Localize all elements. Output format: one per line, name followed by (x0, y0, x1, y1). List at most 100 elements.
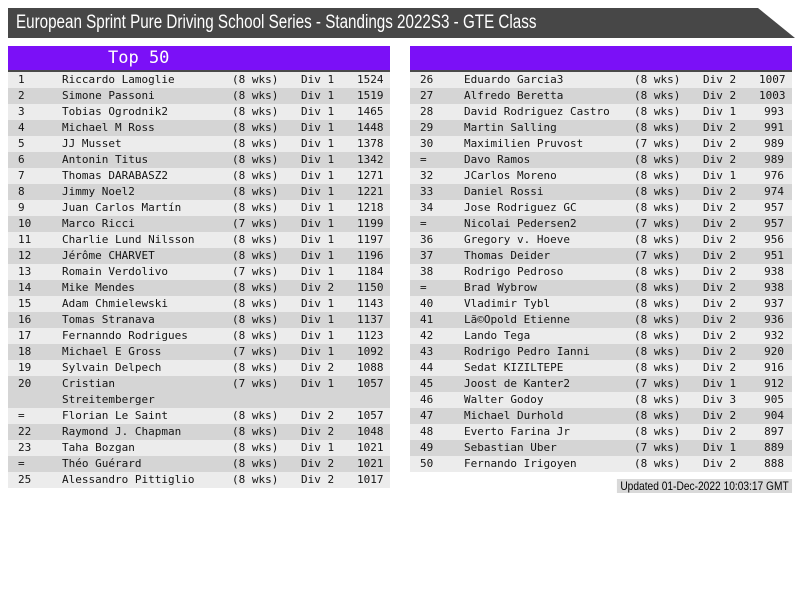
weeks-cell: (8 wks) (634, 201, 681, 214)
division-cell: Div 2 (703, 345, 737, 358)
standings-rows-left: 1 Riccardo Lamoglie (8 wks) Div 1 1524 2 Simon… (8, 72, 390, 488)
weeks-cell: (7 wks) (232, 345, 279, 358)
division-cell: Div 1 (703, 169, 737, 182)
position-cell: = (420, 153, 427, 166)
division-cell: Div 1 (301, 153, 335, 166)
position-cell: = (420, 281, 427, 294)
weeks-cell: (8 wks) (634, 361, 681, 374)
division-cell: Div 2 (703, 281, 737, 294)
weeks-cell: (8 wks) (232, 89, 279, 102)
standings-row: 27 Alfredo Beretta (8 wks) Div 2 1003 (410, 88, 792, 104)
driver-name-cell: Rodrigo Pedro Ianni (464, 345, 590, 358)
driver-name-cell: Juan Carlos Martín (62, 201, 182, 214)
position-cell: 50 (420, 457, 434, 470)
standings-row: 5 JJ Musset (8 wks) Div 1 1378 (8, 136, 390, 152)
standings-row: 11 Charlie Lund Nilsson (8 wks) Div 1 1197 (8, 232, 390, 248)
division-cell: Div 2 (703, 89, 737, 102)
standings-row: 37 Thomas Deider (7 wks) Div 2 951 (410, 248, 792, 264)
driver-name-cell: Florian Le Saint (62, 409, 168, 422)
driver-name-cell: Lando Tega (464, 329, 531, 342)
points-cell: 937 (764, 297, 784, 310)
weeks-cell: (8 wks) (232, 313, 279, 326)
points-cell: 912 (764, 377, 784, 390)
position-cell: 23 (18, 441, 32, 454)
weeks-cell: (8 wks) (634, 89, 681, 102)
standings-row: 26 Eduardo Garcia3 (8 wks) Div 2 1007 (410, 72, 792, 88)
standings-row: 8 Jimmy Noel2 (8 wks) Div 1 1221 (8, 184, 390, 200)
standings-row: 20 Cristian Streitemberger (7 wks) Div 1 105… (8, 376, 390, 408)
division-cell: Div 2 (703, 185, 737, 198)
weeks-cell: (8 wks) (634, 169, 681, 182)
points-cell: 989 (764, 137, 784, 150)
points-cell: 920 (764, 345, 784, 358)
weeks-cell: (7 wks) (232, 377, 279, 390)
standings-row: 41 Lã©Opold Etienne (8 wks) Div 2 936 (410, 312, 792, 328)
weeks-cell: (8 wks) (232, 281, 279, 294)
points-cell: 1057 (357, 377, 384, 390)
division-cell: Div 1 (301, 345, 335, 358)
division-cell: Div 2 (703, 425, 737, 438)
position-cell: 4 (18, 121, 25, 134)
points-cell: 897 (764, 425, 784, 438)
weeks-cell: (8 wks) (232, 297, 279, 310)
standings-row: 30 Maximilien Pruvost (7 wks) Div 2 989 (410, 136, 792, 152)
standings-row: 40 Vladimir Tybl (8 wks) Div 2 937 (410, 296, 792, 312)
position-cell: 32 (420, 169, 434, 182)
position-cell: 12 (18, 249, 32, 262)
position-cell: 26 (420, 73, 434, 86)
position-cell: 9 (18, 201, 25, 214)
points-cell: 1123 (357, 329, 384, 342)
points-cell: 1271 (357, 169, 384, 182)
standings-row: 15 Adam Chmielewski (8 wks) Div 1 1143 (8, 296, 390, 312)
points-cell: 1448 (357, 121, 384, 134)
weeks-cell: (7 wks) (634, 137, 681, 150)
driver-name-cell: JJ Musset (62, 137, 122, 150)
points-cell: 1342 (357, 153, 384, 166)
points-cell: 889 (764, 441, 784, 454)
division-cell: Div 1 (301, 441, 335, 454)
driver-name-cell: Vladimir Tybl (464, 297, 551, 310)
weeks-cell: (7 wks) (634, 249, 681, 262)
standings-row: 12 Jérôme CHARVET (8 wks) Div 1 1196 (8, 248, 390, 264)
driver-name-cell: Michael E Gross (62, 345, 162, 358)
points-cell: 1378 (357, 137, 384, 150)
driver-name-cell: Thomas Deider (464, 249, 551, 262)
weeks-cell: (7 wks) (634, 377, 681, 390)
points-cell: 1007 (759, 73, 786, 86)
position-cell: 34 (420, 201, 434, 214)
weeks-cell: (8 wks) (634, 105, 681, 118)
driver-name-cell: Gregory v. Hoeve (464, 233, 570, 246)
weeks-cell: (8 wks) (634, 329, 681, 342)
division-cell: Div 1 (703, 441, 737, 454)
driver-name-cell: Riccardo Lamoglie (62, 73, 175, 86)
driver-name-cell: Joost de Kanter2 (464, 377, 570, 390)
weeks-cell: (8 wks) (634, 185, 681, 198)
standings-row: 32 JCarlos Moreno (8 wks) Div 1 976 (410, 168, 792, 184)
division-cell: Div 1 (301, 121, 335, 134)
driver-name-cell: Tomas Stranava (62, 313, 155, 326)
driver-name-cell: Nicolai Pedersen2 (464, 217, 577, 230)
points-cell: 1519 (357, 89, 384, 102)
position-cell: 10 (18, 217, 32, 230)
weeks-cell: (8 wks) (634, 153, 681, 166)
weeks-cell: (7 wks) (232, 217, 279, 230)
division-cell: Div 2 (301, 361, 335, 374)
standings-row: 6 Antonin Titus (8 wks) Div 1 1342 (8, 152, 390, 168)
table-header-right (410, 46, 792, 72)
weeks-cell: (8 wks) (232, 329, 279, 342)
division-cell: Div 1 (301, 233, 335, 246)
table-header-left: Top 50 (8, 46, 390, 72)
position-cell: 44 (420, 361, 434, 374)
standings-table-left: Top 50 1 Riccardo Lamoglie (8 wks) Div 1 152… (8, 46, 390, 488)
weeks-cell: (8 wks) (232, 121, 279, 134)
standings-row: 2 Simone Passoni (8 wks) Div 1 1519 (8, 88, 390, 104)
position-cell: 49 (420, 441, 434, 454)
division-cell: Div 2 (301, 473, 335, 486)
standings-row: 47 Michael Durhold (8 wks) Div 2 904 (410, 408, 792, 424)
points-cell: 976 (764, 169, 784, 182)
table-header-label: Top 50 (108, 48, 170, 68)
points-cell: 916 (764, 361, 784, 374)
position-cell: 42 (420, 329, 434, 342)
driver-name-cell: Antonin Titus (62, 153, 149, 166)
driver-name-cell: Alfredo Beretta (464, 89, 564, 102)
